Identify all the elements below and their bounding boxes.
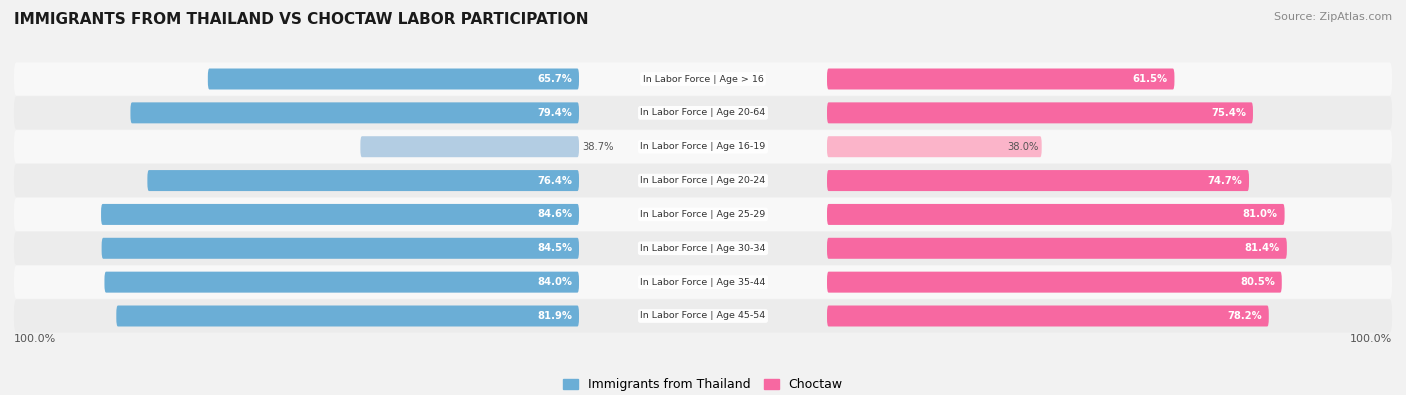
FancyBboxPatch shape: [14, 96, 1392, 130]
FancyBboxPatch shape: [14, 164, 1392, 197]
Text: 38.0%: 38.0%: [1007, 142, 1038, 152]
Text: 38.7%: 38.7%: [582, 142, 614, 152]
FancyBboxPatch shape: [827, 238, 1286, 259]
Legend: Immigrants from Thailand, Choctaw: Immigrants from Thailand, Choctaw: [558, 373, 848, 395]
Text: 79.4%: 79.4%: [537, 108, 572, 118]
FancyBboxPatch shape: [208, 68, 579, 90]
Text: 61.5%: 61.5%: [1132, 74, 1167, 84]
Text: 74.7%: 74.7%: [1208, 175, 1241, 186]
FancyBboxPatch shape: [14, 232, 1392, 265]
FancyBboxPatch shape: [827, 102, 1253, 123]
Text: 84.6%: 84.6%: [537, 209, 572, 220]
FancyBboxPatch shape: [827, 305, 1268, 327]
FancyBboxPatch shape: [827, 204, 1285, 225]
FancyBboxPatch shape: [827, 170, 1249, 191]
FancyBboxPatch shape: [14, 265, 1392, 299]
FancyBboxPatch shape: [360, 136, 579, 157]
Text: 80.5%: 80.5%: [1240, 277, 1275, 287]
Text: In Labor Force | Age 16-19: In Labor Force | Age 16-19: [640, 142, 766, 151]
FancyBboxPatch shape: [14, 198, 1392, 231]
Text: 84.5%: 84.5%: [537, 243, 572, 253]
Text: 65.7%: 65.7%: [537, 74, 572, 84]
Text: In Labor Force | Age 20-24: In Labor Force | Age 20-24: [640, 176, 766, 185]
FancyBboxPatch shape: [827, 136, 1042, 157]
Text: IMMIGRANTS FROM THAILAND VS CHOCTAW LABOR PARTICIPATION: IMMIGRANTS FROM THAILAND VS CHOCTAW LABO…: [14, 12, 589, 27]
Text: In Labor Force | Age 25-29: In Labor Force | Age 25-29: [640, 210, 766, 219]
Text: 75.4%: 75.4%: [1211, 108, 1246, 118]
FancyBboxPatch shape: [131, 102, 579, 123]
Text: 81.0%: 81.0%: [1243, 209, 1278, 220]
Text: Source: ZipAtlas.com: Source: ZipAtlas.com: [1274, 12, 1392, 22]
Text: 100.0%: 100.0%: [14, 334, 56, 344]
Text: 81.4%: 81.4%: [1244, 243, 1279, 253]
FancyBboxPatch shape: [14, 130, 1392, 163]
FancyBboxPatch shape: [101, 238, 579, 259]
Text: In Labor Force | Age 35-44: In Labor Force | Age 35-44: [640, 278, 766, 287]
Text: In Labor Force | Age 30-34: In Labor Force | Age 30-34: [640, 244, 766, 253]
Text: In Labor Force | Age 20-64: In Labor Force | Age 20-64: [640, 108, 766, 117]
FancyBboxPatch shape: [827, 272, 1282, 293]
Text: 81.9%: 81.9%: [537, 311, 572, 321]
Text: 84.0%: 84.0%: [537, 277, 572, 287]
FancyBboxPatch shape: [14, 299, 1392, 333]
FancyBboxPatch shape: [14, 62, 1392, 96]
FancyBboxPatch shape: [117, 305, 579, 327]
Text: In Labor Force | Age 45-54: In Labor Force | Age 45-54: [640, 312, 766, 320]
FancyBboxPatch shape: [827, 68, 1174, 90]
FancyBboxPatch shape: [148, 170, 579, 191]
FancyBboxPatch shape: [104, 272, 579, 293]
Text: In Labor Force | Age > 16: In Labor Force | Age > 16: [643, 75, 763, 83]
Text: 78.2%: 78.2%: [1227, 311, 1263, 321]
Text: 100.0%: 100.0%: [1350, 334, 1392, 344]
Text: 76.4%: 76.4%: [537, 175, 572, 186]
FancyBboxPatch shape: [101, 204, 579, 225]
